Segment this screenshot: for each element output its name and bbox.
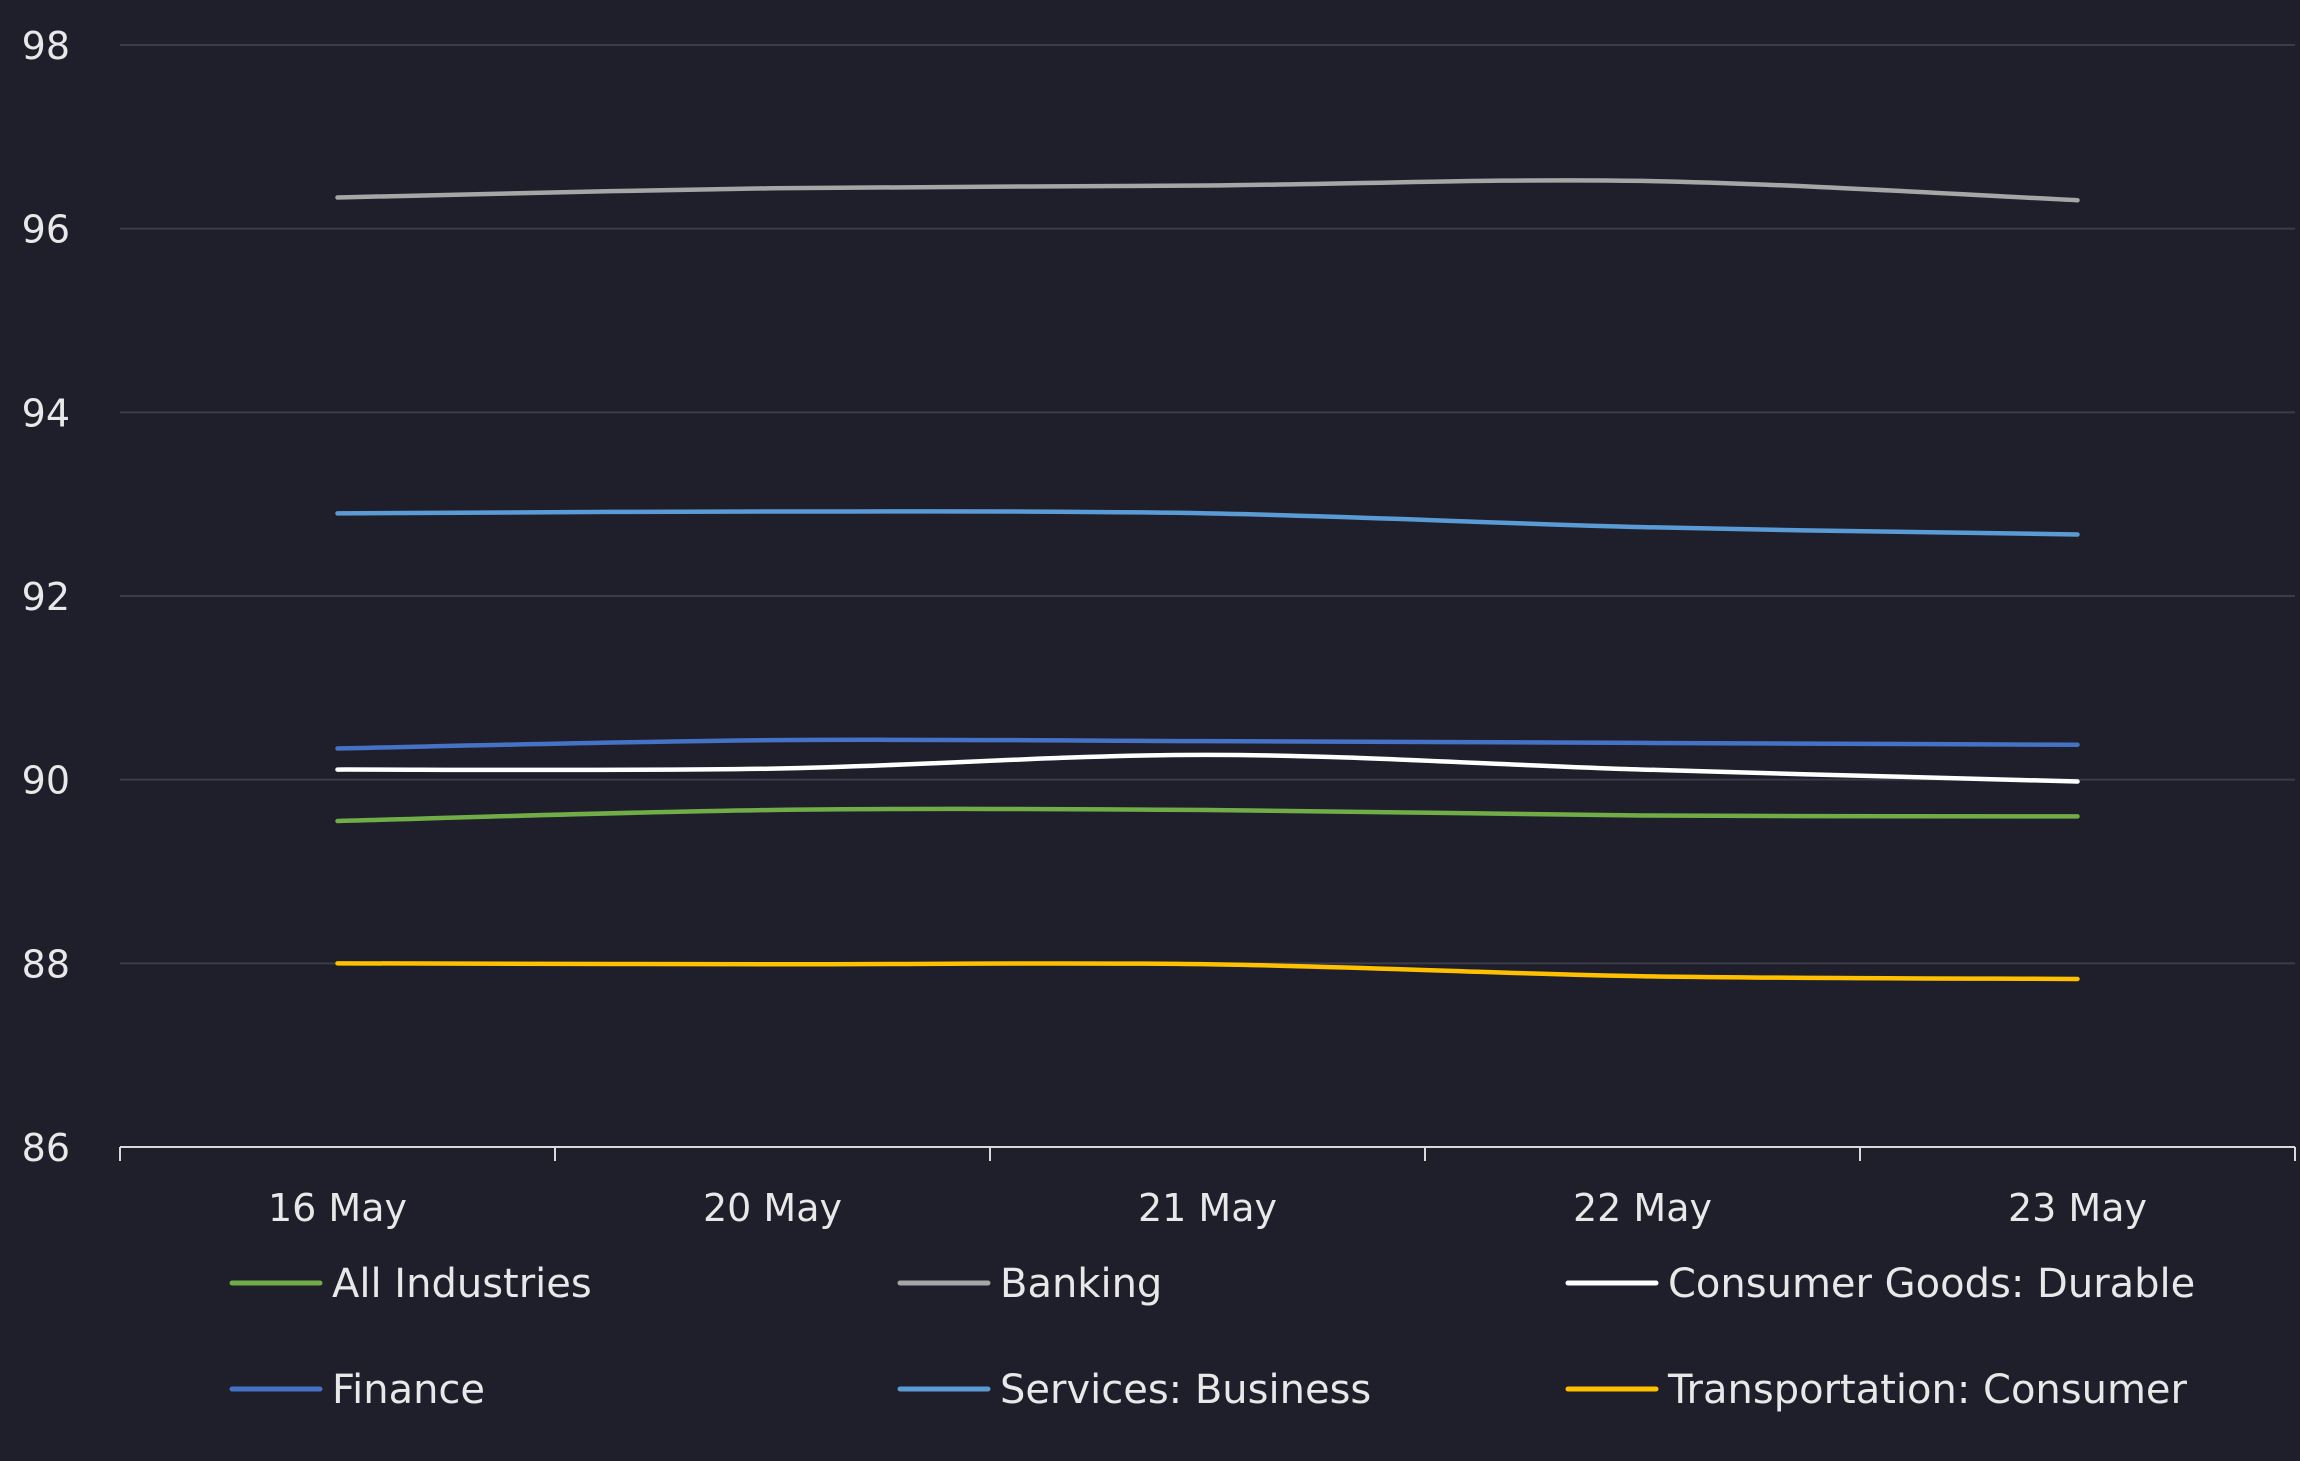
legend: All Industries Banking Consumer Goods: Dur…	[229, 1261, 2195, 1413]
y-tick-label: 88	[22, 942, 70, 986]
y-tick-label: 90	[22, 759, 70, 803]
legend-label-finance: Finance	[332, 1367, 485, 1413]
y-tick-label: 96	[22, 208, 70, 252]
legend-label-all-industries: All Industries	[332, 1261, 592, 1307]
x-tick-label: 20 May	[703, 1186, 842, 1230]
x-axis	[119, 1146, 2296, 1161]
y-tick-label: 94	[22, 391, 70, 435]
series-line-all-industries	[335, 806, 2080, 824]
series-line-banking	[335, 178, 2080, 203]
y-tick-label: 86	[22, 1126, 70, 1170]
y-tick-label: 98	[22, 24, 70, 68]
series-line-services-business	[335, 509, 2080, 537]
x-axis-tick-labels: 16 May 20 May 21 May 22 May 23 May	[268, 1186, 2147, 1230]
series-line-transportation-consumer	[335, 961, 2080, 982]
series-line-consumer-goods-durable	[335, 752, 2080, 784]
x-tick-label: 21 May	[1138, 1186, 1277, 1230]
series-line-finance	[335, 737, 2080, 751]
y-tick-label: 92	[22, 575, 70, 619]
legend-label-banking: Banking	[1000, 1261, 1162, 1307]
legend-label-transportation-consumer: Transportation: Consumer	[1667, 1367, 2188, 1413]
gridlines	[120, 44, 2295, 965]
x-tick-label: 16 May	[268, 1186, 407, 1230]
legend-label-services-business: Services: Business	[1000, 1367, 1371, 1413]
legend-label-consumer-goods-durable: Consumer Goods: Durable	[1668, 1261, 2195, 1307]
x-tick-label: 22 May	[1573, 1186, 1712, 1230]
y-axis-tick-labels: 86 88 90 92 94 96 98	[22, 24, 70, 1170]
x-tick-label: 23 May	[2008, 1186, 2147, 1230]
series-lines	[335, 178, 2080, 982]
